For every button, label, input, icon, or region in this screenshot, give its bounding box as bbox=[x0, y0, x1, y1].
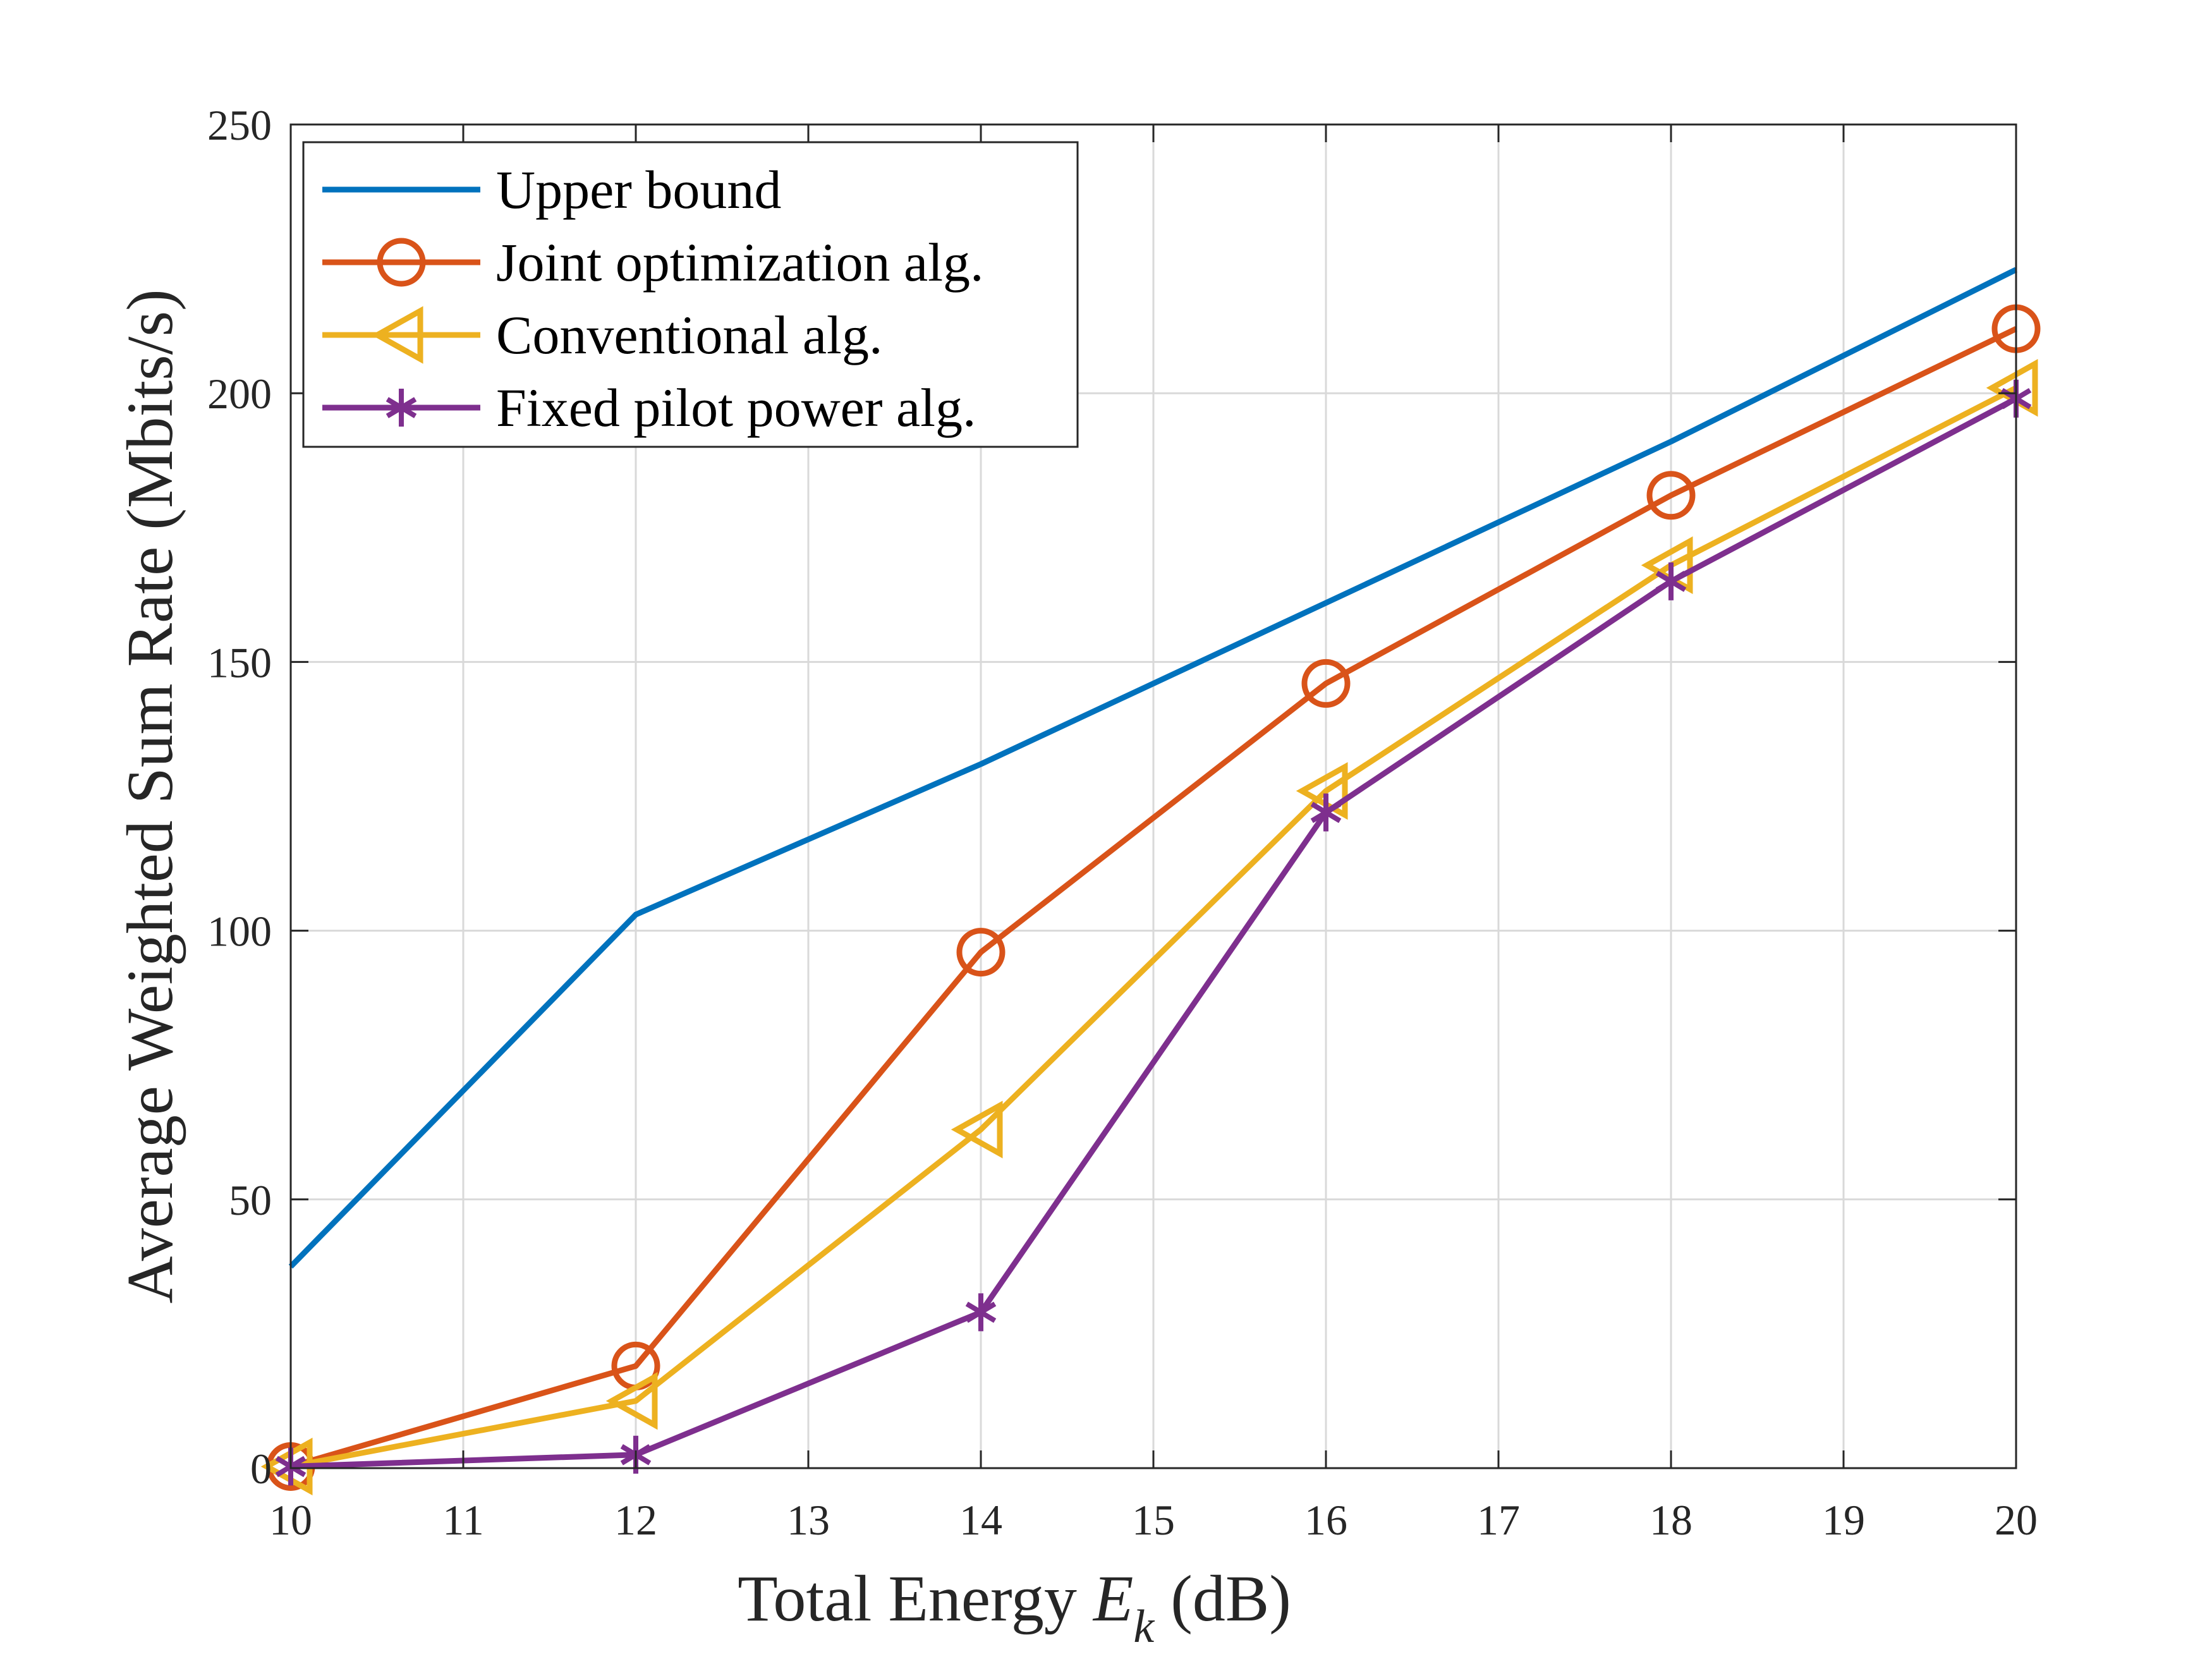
data-point-2-2 bbox=[951, 1100, 1003, 1158]
x-axis-label-variable: E bbox=[1092, 1562, 1134, 1635]
x-axis-label: Total Energy Ek (dB) bbox=[738, 1562, 1291, 1653]
y-tick-label: 200 bbox=[207, 370, 272, 418]
series-line-3 bbox=[290, 396, 2018, 1469]
legend-label-0: Upper bound bbox=[496, 159, 781, 220]
series-0 bbox=[288, 267, 2018, 1269]
data-point-1-3 bbox=[1301, 659, 1351, 708]
x-axis-label-suffix: (dB) bbox=[1154, 1562, 1291, 1635]
asterisk-stroke bbox=[1655, 571, 1687, 592]
x-axis-label-prefix: Total Energy bbox=[738, 1562, 1093, 1635]
asterisk-stroke bbox=[1310, 801, 1342, 823]
legend-item-2: Conventional alg. bbox=[322, 305, 882, 365]
y-tick-label: 150 bbox=[207, 638, 272, 686]
x-tick-label: 10 bbox=[269, 1496, 312, 1544]
legend-box bbox=[302, 141, 1079, 448]
asterisk-stroke bbox=[386, 397, 417, 418]
data-point-3-3 bbox=[1310, 793, 1342, 832]
y-axis-label: Average Weighted Sum Rate (Mbits/s) bbox=[114, 289, 186, 1303]
x-tick-label: 15 bbox=[1132, 1496, 1175, 1544]
series-line-2 bbox=[290, 385, 2018, 1469]
series-layer bbox=[260, 267, 2041, 1496]
data-point-2-1 bbox=[605, 1372, 658, 1430]
x-tick-label: 11 bbox=[442, 1496, 483, 1544]
series-line-1 bbox=[289, 326, 2017, 1469]
data-point-3-4 bbox=[1655, 562, 1687, 600]
legend-label-2: Conventional alg. bbox=[496, 305, 882, 365]
asterisk-stroke bbox=[965, 1301, 997, 1323]
x-tick-label: 16 bbox=[1304, 1496, 1347, 1544]
x-tick-label: 14 bbox=[959, 1496, 1002, 1544]
x-tick-label: 17 bbox=[1477, 1496, 1520, 1544]
data-point-3-2 bbox=[965, 1293, 997, 1332]
y-tick-label: 100 bbox=[207, 908, 272, 956]
y-tick-label: 0 bbox=[250, 1445, 272, 1493]
legend-item-3: Fixed pilot power alg. bbox=[322, 377, 976, 438]
legend-item-0: Upper bound bbox=[322, 159, 781, 220]
legend: Upper bound Joint optimization alg. Conven… bbox=[302, 141, 1079, 448]
ticks bbox=[289, 123, 2017, 1469]
legend-marker-1 bbox=[377, 238, 426, 287]
series-line-0 bbox=[288, 267, 2018, 1269]
y-tick-label: 50 bbox=[229, 1176, 272, 1224]
x-tick-label: 19 bbox=[1822, 1496, 1865, 1544]
x-tick-label: 20 bbox=[1995, 1496, 2038, 1544]
y-tick-label: 250 bbox=[207, 101, 272, 149]
data-point-1-2 bbox=[956, 928, 1006, 977]
legend-label-1: Joint optimization alg. bbox=[496, 232, 984, 293]
legend-marker-3 bbox=[386, 389, 417, 427]
legend-marker-2 bbox=[371, 306, 423, 364]
data-point-1-4 bbox=[1646, 471, 1696, 520]
x-tick-label: 18 bbox=[1650, 1496, 1692, 1544]
x-tick-label: 12 bbox=[614, 1496, 657, 1544]
legend-item-1: Joint optimization alg. bbox=[322, 232, 984, 293]
x-axis-label-subscript: k bbox=[1133, 1601, 1155, 1653]
x-tick-label: 13 bbox=[787, 1496, 830, 1544]
legend-label-3: Fixed pilot power alg. bbox=[496, 377, 976, 438]
